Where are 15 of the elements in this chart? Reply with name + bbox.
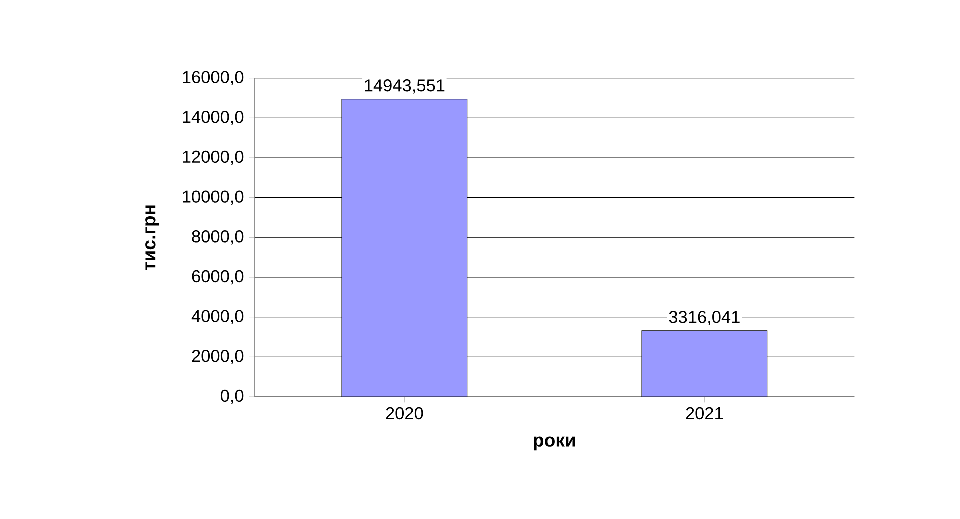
- y-tick-label: 12000,0: [183, 150, 244, 166]
- y-tick-label: 0,0: [220, 390, 244, 404]
- x-axis-title: роки: [534, 436, 576, 451]
- y-tick-label: 16000,0: [183, 71, 244, 86]
- x-tick-label: 2021: [686, 407, 724, 420]
- y-tick-label: 4000,0: [192, 310, 244, 324]
- y-tick-label: 8000,0: [192, 230, 244, 245]
- data-label: 3316,041: [669, 311, 740, 326]
- y-tick-label: 2000,0: [192, 350, 244, 364]
- y-axis-title: тис.грн: [146, 206, 160, 270]
- y-tick-label: 14000,0: [183, 111, 244, 126]
- data-label: 14943,551: [365, 80, 445, 94]
- y-tick-label: 6000,0: [192, 270, 244, 285]
- y-tick-label: 10000,0: [183, 190, 244, 205]
- x-tick-label: 2020: [386, 407, 424, 420]
